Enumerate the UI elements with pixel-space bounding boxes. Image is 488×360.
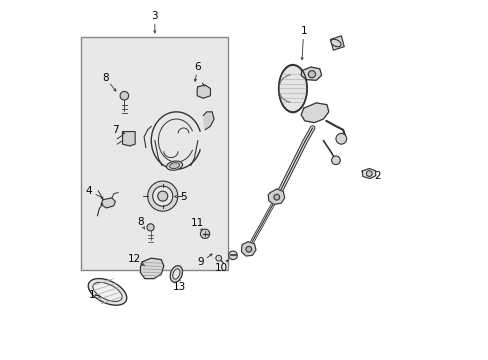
Circle shape [152, 186, 172, 206]
Text: 12: 12 [127, 254, 141, 264]
Ellipse shape [330, 39, 340, 47]
Text: 8: 8 [102, 73, 108, 83]
Circle shape [147, 224, 154, 231]
Circle shape [331, 156, 340, 165]
Text: 9: 9 [197, 257, 203, 267]
Polygon shape [101, 198, 115, 208]
Text: 8: 8 [137, 217, 143, 227]
Polygon shape [241, 242, 255, 256]
Text: 2: 2 [373, 171, 380, 181]
Circle shape [147, 181, 178, 211]
Circle shape [366, 171, 371, 176]
Text: 6: 6 [194, 62, 201, 72]
Circle shape [335, 134, 346, 144]
Circle shape [158, 191, 167, 201]
Polygon shape [203, 112, 214, 130]
Text: 10: 10 [214, 263, 227, 273]
Text: 1: 1 [300, 26, 306, 36]
Text: 13: 13 [172, 282, 185, 292]
Ellipse shape [172, 269, 180, 279]
Bar [81, 37, 228, 270]
Polygon shape [122, 132, 135, 146]
Polygon shape [197, 85, 210, 98]
Circle shape [245, 246, 251, 252]
Polygon shape [362, 168, 375, 179]
Ellipse shape [93, 282, 122, 301]
Ellipse shape [169, 163, 179, 168]
Circle shape [215, 255, 221, 261]
Ellipse shape [166, 161, 182, 170]
Polygon shape [301, 67, 321, 80]
Ellipse shape [278, 65, 306, 112]
Text: 7: 7 [112, 125, 119, 135]
Circle shape [308, 71, 315, 78]
Circle shape [273, 194, 279, 200]
Polygon shape [330, 36, 344, 50]
Text: 11: 11 [190, 218, 203, 228]
Circle shape [120, 91, 128, 100]
Text: 3: 3 [151, 11, 158, 21]
Text: 4: 4 [85, 186, 92, 196]
Circle shape [228, 251, 237, 260]
Polygon shape [267, 189, 284, 204]
Text: 5: 5 [180, 192, 186, 202]
Polygon shape [301, 103, 328, 123]
Polygon shape [140, 258, 163, 279]
Ellipse shape [88, 279, 126, 305]
Circle shape [200, 229, 209, 238]
Text: 14: 14 [89, 290, 102, 300]
Ellipse shape [170, 266, 182, 282]
